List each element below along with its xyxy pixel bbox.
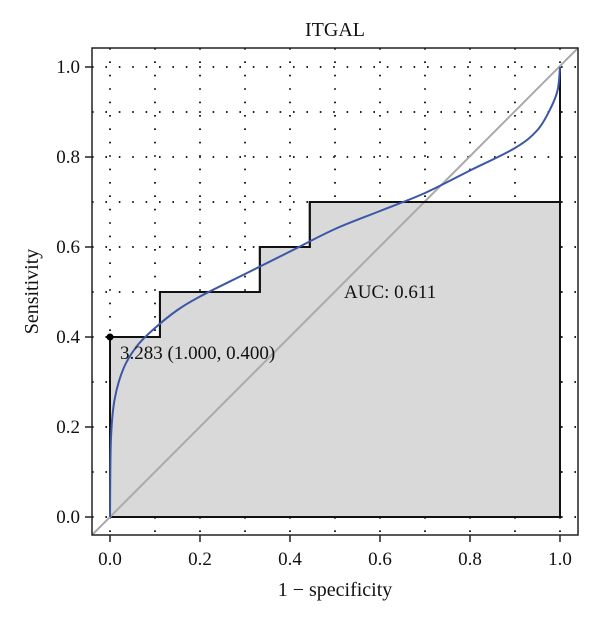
y-tick-label: 0.8 bbox=[56, 147, 80, 168]
x-tick-label: 0.8 bbox=[458, 549, 482, 570]
x-tick-label: 0.0 bbox=[98, 549, 122, 570]
x-axis-title: 1 − specificity bbox=[278, 579, 393, 601]
y-tick-label: 0.4 bbox=[56, 327, 80, 348]
y-tick-label: 0.0 bbox=[56, 507, 80, 528]
x-axis: 0.0 0.2 0.4 0.6 0.8 1.0 bbox=[98, 535, 572, 570]
auc-label: AUC: 0.611 bbox=[344, 282, 436, 303]
smooth-roc-curve bbox=[109, 66, 561, 518]
x-tick-label: 1.0 bbox=[548, 549, 572, 570]
empirical-roc-line bbox=[109, 67, 561, 517]
plot-frame bbox=[91, 47, 579, 536]
x-tick-label: 0.4 bbox=[278, 549, 302, 570]
y-tick-label: 0.6 bbox=[56, 237, 80, 258]
threshold-point bbox=[106, 333, 114, 341]
chance-diagonal-line bbox=[91, 47, 579, 536]
threshold-label: 3.283 (1.000, 0.400) bbox=[120, 343, 275, 364]
x-tick-label: 0.6 bbox=[368, 549, 392, 570]
y-tick-label: 1.0 bbox=[56, 57, 80, 78]
y-tick-label: 0.2 bbox=[56, 417, 80, 438]
y-axis: 0.0 0.2 0.4 0.6 0.8 1.0 bbox=[56, 57, 92, 528]
x-tick-label: 0.2 bbox=[188, 549, 212, 570]
chart-title: ITGAL bbox=[305, 19, 365, 41]
y-axis-title: Sensitivity bbox=[21, 249, 43, 335]
